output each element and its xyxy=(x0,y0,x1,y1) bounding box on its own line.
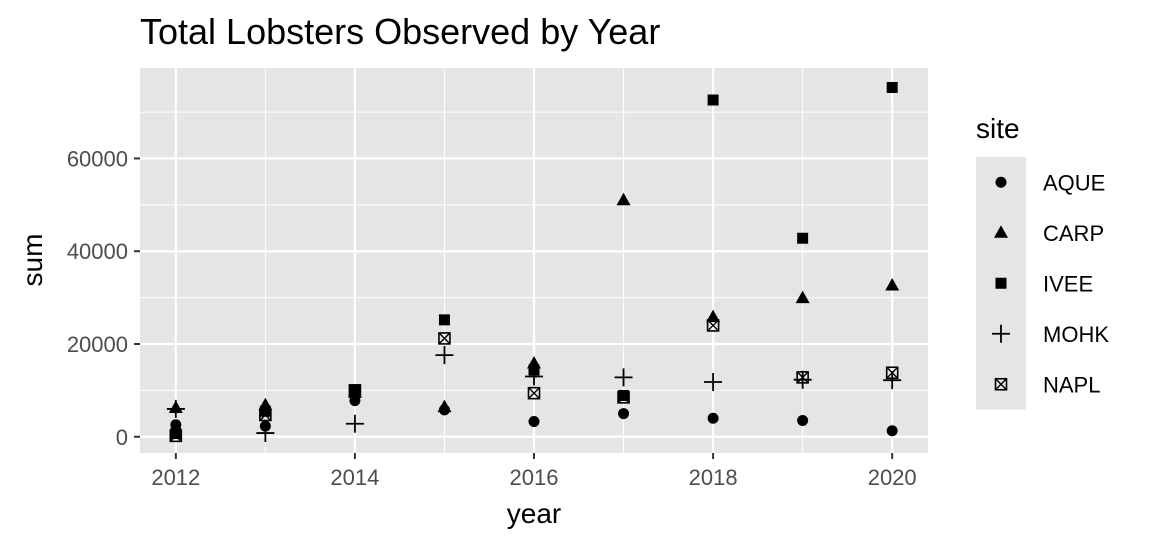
point-carp-2015 xyxy=(437,399,452,413)
legend-label: MOHK xyxy=(1043,322,1109,347)
point-mohk-2018 xyxy=(704,373,723,392)
plot-panel xyxy=(140,68,928,453)
point-napl-2018 xyxy=(706,319,720,332)
legend-title: site xyxy=(976,113,1020,144)
point-aque-2012 xyxy=(170,419,182,431)
point-mohk-2014 xyxy=(345,414,364,433)
point-ivee-2013 xyxy=(259,405,271,417)
point-carp-2019 xyxy=(795,290,810,304)
point-carp-2018 xyxy=(706,309,721,323)
x-axis-title: year xyxy=(507,498,561,529)
series-napl xyxy=(169,319,899,443)
legend-label: CARP xyxy=(1043,221,1104,246)
legend-label: AQUE xyxy=(1043,170,1105,195)
point-aque-2018 xyxy=(707,412,719,424)
x-tick-label: 2020 xyxy=(868,465,917,490)
y-tick-label: 0 xyxy=(116,425,128,450)
point-aque-2020 xyxy=(886,425,898,437)
legend-key-mohk xyxy=(992,324,1010,343)
point-napl-2020 xyxy=(885,366,899,380)
x-tick-label: 2018 xyxy=(689,465,738,490)
point-mohk-2013 xyxy=(256,424,275,443)
point-ivee-2012 xyxy=(170,428,182,440)
legend-key-aque xyxy=(995,176,1007,188)
point-ivee-2017 xyxy=(618,389,630,401)
point-ivee-2015 xyxy=(438,314,450,326)
point-carp-2017 xyxy=(616,192,631,206)
legend-item-mohk: MOHK xyxy=(992,322,1109,347)
point-mohk-2016 xyxy=(525,367,543,386)
y-tick-label: 20000 xyxy=(67,332,128,357)
legend-key-ivee xyxy=(995,277,1007,289)
point-napl-2019 xyxy=(796,371,809,384)
point-aque-2016 xyxy=(528,415,540,427)
point-mohk-2015 xyxy=(435,346,454,365)
legend-item-aque: AQUE xyxy=(995,170,1105,195)
point-napl-2013 xyxy=(259,408,272,422)
point-mohk-2012 xyxy=(166,399,185,418)
x-tick-label: 2012 xyxy=(151,465,200,490)
point-ivee-2019 xyxy=(797,232,809,244)
point-mohk-2020 xyxy=(883,371,902,390)
y-tick-label: 60000 xyxy=(67,146,128,171)
point-napl-2015 xyxy=(438,332,451,345)
point-ivee-2020 xyxy=(886,81,898,93)
chart-title: Total Lobsters Observed by Year xyxy=(140,11,660,52)
point-mohk-2017 xyxy=(614,368,633,387)
legend-label: IVEE xyxy=(1043,271,1093,296)
point-aque-2019 xyxy=(797,415,809,427)
legend-key-carp xyxy=(994,225,1008,238)
legend-item-napl: NAPL xyxy=(994,372,1100,397)
point-napl-2012 xyxy=(169,429,183,443)
legend-key-napl xyxy=(994,377,1008,391)
point-ivee-2018 xyxy=(707,94,719,106)
point-napl-2017 xyxy=(617,391,630,404)
point-aque-2014 xyxy=(349,395,361,407)
y-tick-label: 40000 xyxy=(67,239,128,264)
legend-label: NAPL xyxy=(1043,372,1100,397)
legend: site AQUE CARP IVEE MOHK NAPL xyxy=(976,113,1109,410)
point-aque-2017 xyxy=(618,408,630,420)
x-tick-label: 2016 xyxy=(510,465,559,490)
legend-item-carp: CARP xyxy=(994,221,1104,246)
y-axis-title: sum xyxy=(17,234,48,287)
point-napl-2014 xyxy=(348,384,362,397)
point-carp-2020 xyxy=(885,278,900,291)
data-points xyxy=(166,81,902,443)
axes: 0 20000 40000 60000 2012 2014 2016 2018 2020 xyxy=(67,146,917,490)
legend-item-ivee: IVEE xyxy=(995,271,1093,296)
x-tick-label: 2014 xyxy=(330,465,379,490)
point-napl-2016 xyxy=(527,386,541,400)
